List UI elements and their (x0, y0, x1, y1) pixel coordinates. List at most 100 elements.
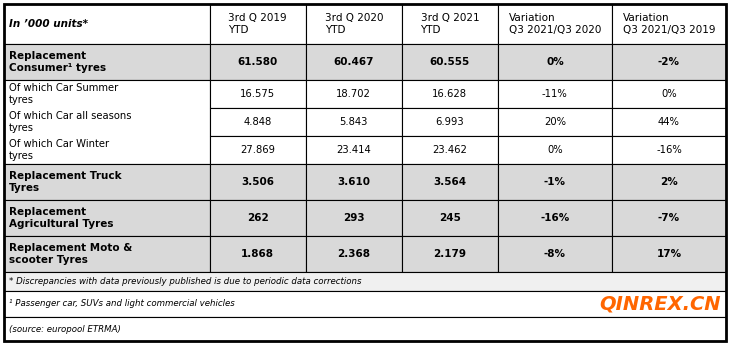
Bar (210, 4, 306, 44)
Text: 17%: 17% (656, 249, 682, 259)
Bar (498, 44, 612, 80)
Bar (210, 236, 306, 272)
Text: 23.462: 23.462 (432, 145, 467, 155)
Bar (498, 164, 612, 200)
Text: Of which Car Winter
tyres: Of which Car Winter tyres (9, 139, 109, 161)
Bar (4, 164, 210, 200)
Bar (402, 236, 498, 272)
Text: 6.993: 6.993 (436, 117, 464, 127)
Bar (498, 108, 612, 136)
Bar (210, 80, 306, 108)
Text: 0%: 0% (546, 57, 564, 67)
Bar (4, 236, 210, 272)
Text: 18.702: 18.702 (337, 89, 372, 99)
Text: 61.580: 61.580 (238, 57, 278, 67)
Text: 4.848: 4.848 (244, 117, 272, 127)
Bar (4, 272, 726, 291)
Text: Replacement Moto &
scooter Tyres: Replacement Moto & scooter Tyres (9, 243, 132, 265)
Bar (402, 164, 498, 200)
Text: 3.564: 3.564 (434, 177, 466, 187)
Bar (612, 200, 726, 236)
Bar (402, 136, 498, 164)
Text: 0%: 0% (661, 89, 677, 99)
Text: ¹ Passenger car, SUVs and light commercial vehicles: ¹ Passenger car, SUVs and light commerci… (9, 299, 235, 308)
Text: 27.869: 27.869 (240, 145, 275, 155)
Bar (4, 44, 210, 80)
Bar (306, 4, 402, 44)
Text: -11%: -11% (542, 89, 568, 99)
Bar (4, 4, 210, 44)
Text: -1%: -1% (544, 177, 566, 187)
Text: -16%: -16% (656, 145, 682, 155)
Text: Of which Car Summer
tyres: Of which Car Summer tyres (9, 83, 118, 105)
Text: 262: 262 (247, 213, 269, 223)
Bar (402, 44, 498, 80)
Bar (210, 200, 306, 236)
Text: 16.628: 16.628 (432, 89, 467, 99)
Text: In ’000 units*: In ’000 units* (9, 19, 88, 29)
Text: 3.610: 3.610 (337, 177, 370, 187)
Bar (402, 200, 498, 236)
Bar (210, 136, 306, 164)
Bar (210, 164, 306, 200)
Text: -2%: -2% (658, 57, 680, 67)
Text: 16.575: 16.575 (240, 89, 275, 99)
Bar (498, 236, 612, 272)
Text: (source: europool ETRMA): (source: europool ETRMA) (9, 325, 121, 334)
Text: 2%: 2% (660, 177, 678, 187)
Text: 20%: 20% (544, 117, 566, 127)
Text: Variation
Q3 2021/Q3 2019: Variation Q3 2021/Q3 2019 (623, 13, 715, 35)
Text: 0%: 0% (547, 145, 563, 155)
Text: 293: 293 (343, 213, 364, 223)
Bar (306, 44, 402, 80)
Bar (402, 80, 498, 108)
Text: -8%: -8% (544, 249, 566, 259)
Text: 3rd Q 2019
YTD: 3rd Q 2019 YTD (228, 13, 287, 35)
Text: 245: 245 (439, 213, 461, 223)
Bar (402, 4, 498, 44)
Text: 60.555: 60.555 (430, 57, 470, 67)
Text: Replacement
Agricultural Tyres: Replacement Agricultural Tyres (9, 207, 113, 229)
Bar (4, 200, 210, 236)
Bar (210, 108, 306, 136)
Bar (210, 44, 306, 80)
Bar (612, 108, 726, 136)
Bar (306, 236, 402, 272)
Text: Variation
Q3 2021/Q3 2020: Variation Q3 2021/Q3 2020 (509, 13, 601, 35)
Text: 5.843: 5.843 (339, 117, 368, 127)
Bar (4, 291, 726, 317)
Bar (306, 164, 402, 200)
Bar (4, 80, 210, 164)
Bar (498, 80, 612, 108)
Bar (306, 80, 402, 108)
Bar (4, 317, 726, 341)
Bar (498, 4, 612, 44)
Bar (612, 136, 726, 164)
Text: 2.179: 2.179 (434, 249, 466, 259)
Text: QINREX.CN: QINREX.CN (599, 295, 721, 314)
Text: 3rd Q 2020
YTD: 3rd Q 2020 YTD (325, 13, 383, 35)
Bar (498, 136, 612, 164)
Text: Of which Car all seasons
tyres: Of which Car all seasons tyres (9, 111, 131, 133)
Bar (306, 136, 402, 164)
Text: Replacement Truck
Tyres: Replacement Truck Tyres (9, 171, 122, 193)
Text: * Discrepancies with data previously published is due to periodic data correctio: * Discrepancies with data previously pub… (9, 277, 361, 286)
Bar (306, 200, 402, 236)
Text: 2.368: 2.368 (337, 249, 370, 259)
Text: -7%: -7% (658, 213, 680, 223)
Bar (612, 236, 726, 272)
Bar (306, 108, 402, 136)
Text: -16%: -16% (540, 213, 569, 223)
Bar (612, 80, 726, 108)
Bar (402, 108, 498, 136)
Text: 3rd Q 2021
YTD: 3rd Q 2021 YTD (420, 13, 479, 35)
Bar (612, 44, 726, 80)
Text: Replacement
Consumer¹ tyres: Replacement Consumer¹ tyres (9, 51, 106, 73)
Text: 23.414: 23.414 (337, 145, 371, 155)
Text: 60.467: 60.467 (334, 57, 374, 67)
Text: 1.868: 1.868 (242, 249, 274, 259)
Text: 3.506: 3.506 (242, 177, 274, 187)
Bar (498, 200, 612, 236)
Text: 44%: 44% (658, 117, 680, 127)
Bar (612, 4, 726, 44)
